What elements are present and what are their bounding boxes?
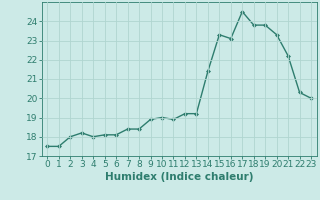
X-axis label: Humidex (Indice chaleur): Humidex (Indice chaleur)	[105, 172, 253, 182]
